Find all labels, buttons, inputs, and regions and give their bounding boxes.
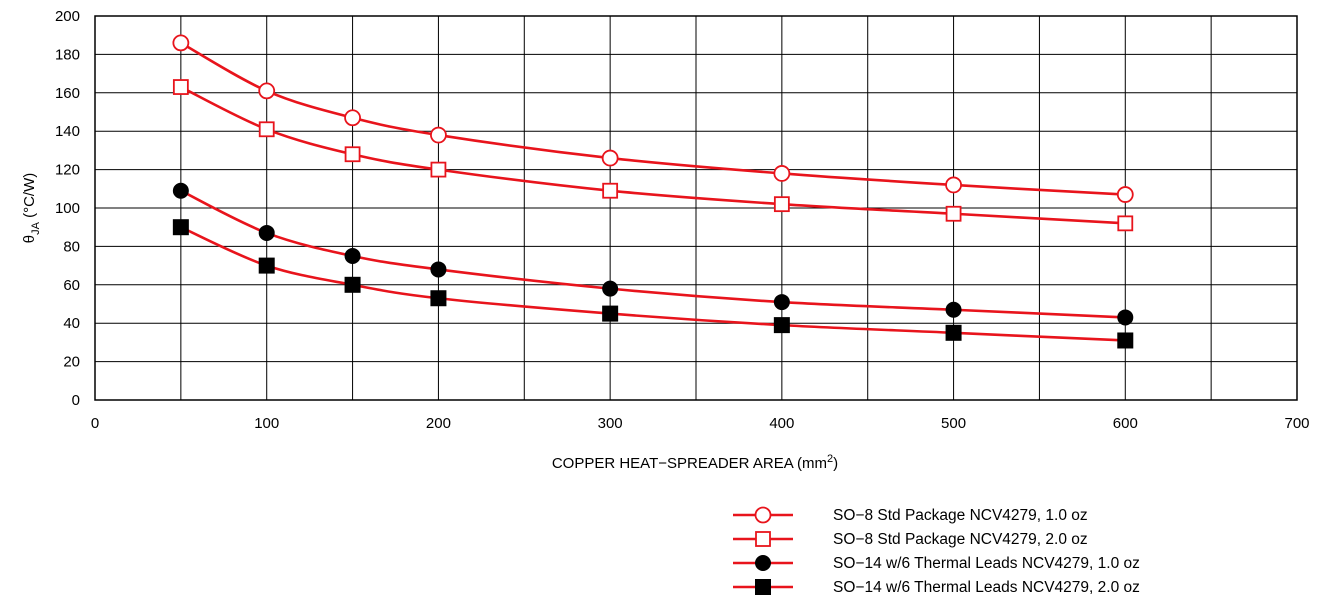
data-point-series-1 bbox=[945, 176, 962, 194]
legend-marker-3 bbox=[755, 555, 771, 571]
x-axis-title: COPPER HEAT−SPREADER AREA (mm2) bbox=[552, 453, 838, 472]
data-point-series-3 bbox=[344, 248, 361, 264]
data-point-series-2 bbox=[1117, 215, 1134, 232]
data-point-series-4 bbox=[945, 324, 962, 341]
data-point-series-3 bbox=[172, 182, 189, 199]
data-point-series-4 bbox=[258, 257, 275, 274]
x-tick-label: 300 bbox=[598, 415, 623, 432]
data-point-series-1 bbox=[172, 34, 190, 52]
plot-frame bbox=[94, 15, 1298, 401]
y-tick-label: 200 bbox=[55, 8, 80, 25]
legend-label-4: SO−14 w/6 Thermal Leads NCV4279, 2.0 oz bbox=[833, 579, 1140, 596]
data-point-series-3 bbox=[773, 294, 790, 311]
data-point-series-1 bbox=[601, 149, 619, 167]
data-point-series-1 bbox=[258, 82, 276, 100]
y-tick-label: 60 bbox=[63, 277, 80, 294]
x-axis-title-superscript: 2 bbox=[827, 453, 833, 465]
series-line-2 bbox=[180, 85, 1126, 225]
data-point-series-2 bbox=[258, 121, 275, 138]
grid bbox=[94, 15, 1298, 401]
x-tick-label: 600 bbox=[1113, 415, 1138, 432]
legend-label-3: SO−14 w/6 Thermal Leads NCV4279, 1.0 oz bbox=[833, 555, 1140, 572]
y-axis-unit: (°C/W) bbox=[21, 173, 38, 222]
legend-marker-4 bbox=[755, 579, 771, 595]
data-point-series-2 bbox=[602, 182, 619, 199]
data-point-series-2 bbox=[773, 196, 790, 213]
y-tick-label: 20 bbox=[63, 354, 80, 371]
y-tick-label: 120 bbox=[55, 162, 80, 179]
data-point-series-4 bbox=[602, 305, 619, 322]
series-line-1 bbox=[180, 41, 1126, 196]
y-tick-label: 80 bbox=[63, 238, 80, 255]
data-point-series-3 bbox=[602, 280, 619, 297]
y-tick-label: 0 bbox=[72, 392, 80, 409]
data-point-series-2 bbox=[172, 79, 189, 95]
data-markers bbox=[172, 34, 1134, 349]
legend-label-1: SO−8 Std Package NCV4279, 1.0 oz bbox=[833, 507, 1088, 524]
data-point-series-1 bbox=[773, 165, 791, 182]
tick-labels: 0 100 200 300 400 500 600 700 0 20 40 60 80 100 120 140… bbox=[55, 8, 1310, 432]
y-tick-label: 140 bbox=[55, 123, 80, 140]
data-point-series-2 bbox=[430, 161, 447, 178]
data-point-series-3 bbox=[1117, 309, 1134, 326]
legend-label-2: SO−8 Std Package NCV4279, 2.0 oz bbox=[833, 531, 1088, 548]
x-tick-label: 700 bbox=[1284, 415, 1309, 432]
y-tick-label: 40 bbox=[63, 315, 80, 332]
y-axis-symbol: θ bbox=[21, 235, 38, 243]
data-point-series-1 bbox=[430, 126, 447, 144]
data-point-series-3 bbox=[945, 301, 962, 318]
series-line-3 bbox=[180, 189, 1126, 319]
x-tick-label: 500 bbox=[941, 415, 966, 432]
y-tick-label: 160 bbox=[55, 85, 80, 102]
data-point-series-4 bbox=[430, 290, 447, 307]
legend-marker-2 bbox=[755, 531, 771, 547]
x-tick-label: 0 bbox=[91, 415, 99, 432]
legend: SO−8 Std Package NCV4279, 1.0 oz SO−8 Std… bbox=[733, 506, 1140, 596]
y-tick-label: 180 bbox=[55, 46, 80, 63]
data-point-series-4 bbox=[773, 317, 790, 334]
y-tick-label: 100 bbox=[55, 200, 80, 217]
x-tick-label: 100 bbox=[254, 415, 279, 432]
x-axis-title-tail: ) bbox=[833, 455, 838, 472]
data-point-series-4 bbox=[344, 276, 361, 293]
legend-marker-1 bbox=[754, 506, 772, 524]
y-axis-title: θJA (°C/W) bbox=[21, 173, 42, 244]
data-point-series-1 bbox=[344, 109, 361, 127]
y-axis-subscript: JA bbox=[30, 221, 42, 235]
data-point-series-2 bbox=[945, 205, 962, 222]
x-tick-label: 400 bbox=[769, 415, 794, 432]
data-point-series-4 bbox=[1117, 332, 1134, 349]
data-point-series-1 bbox=[1116, 186, 1134, 203]
x-tick-label: 200 bbox=[426, 415, 451, 432]
data-point-series-3 bbox=[258, 224, 275, 241]
x-axis-title-main: COPPER HEAT−SPREADER AREA (mm bbox=[552, 455, 827, 472]
data-point-series-3 bbox=[430, 261, 447, 278]
data-point-series-4 bbox=[172, 219, 189, 236]
series-lines bbox=[180, 41, 1126, 342]
data-point-series-2 bbox=[344, 146, 361, 163]
